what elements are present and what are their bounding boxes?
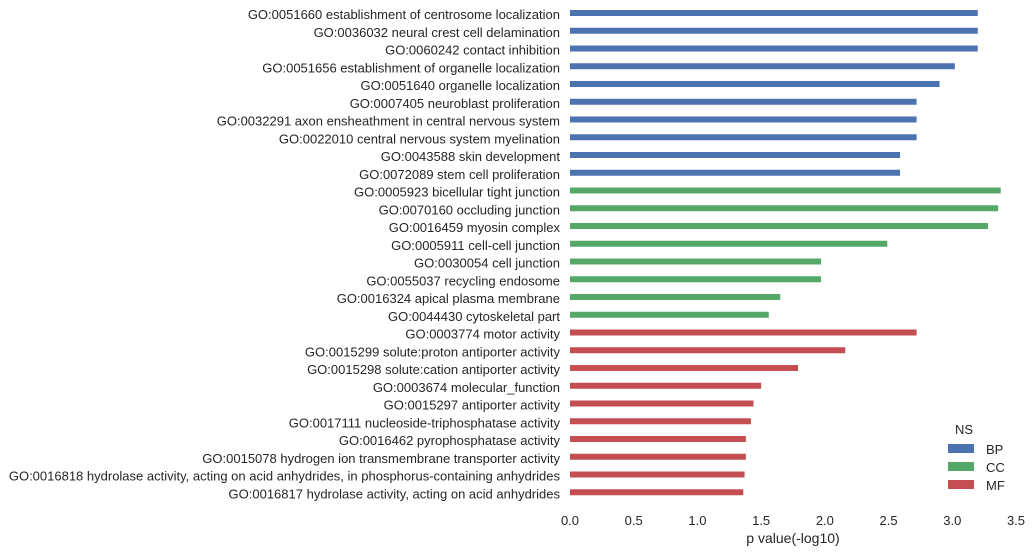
bar-cc (570, 311, 769, 318)
category-label: GO:0051656 establishment of organelle lo… (262, 60, 560, 75)
category-label: GO:0016462 pyrophosphatase activity (339, 433, 561, 448)
bar-bp (570, 81, 940, 87)
bar-mf (570, 329, 917, 336)
bar-mf (570, 347, 846, 354)
legend-title: NS (955, 422, 973, 437)
bar-bp (570, 152, 901, 158)
bar-bp (570, 134, 917, 141)
category-label: GO:0051660 establishment of centrosome l… (248, 7, 560, 22)
bar-cc (570, 205, 999, 212)
legend-swatch-bp (948, 444, 974, 453)
bar-mf (570, 489, 744, 496)
x-tick-label: 3.0 (943, 513, 961, 528)
bar-cc (570, 276, 822, 283)
category-label: GO:0015078 hydrogen ion transmembrane tr… (202, 451, 560, 466)
legend: NS BP CC MF (948, 422, 1005, 493)
bar-bp (570, 98, 917, 105)
category-label: GO:0051640 organelle localization (361, 78, 560, 93)
bars-layer (570, 10, 1001, 496)
category-label: GO:0003774 motor activity (405, 327, 560, 342)
bar-mf (570, 453, 746, 460)
bar-bp (570, 45, 978, 52)
bar-mf (570, 471, 745, 478)
category-label: GO:0015298 solute:cation antiporter acti… (307, 362, 560, 377)
bar-mf (570, 382, 762, 389)
category-label: GO:0015299 solute:proton antiporter acti… (305, 344, 561, 359)
category-label: GO:0022010 central nervous system myelin… (279, 131, 560, 146)
category-label: GO:0016817 hydrolase activity, acting on… (229, 486, 561, 501)
bar-bp (570, 63, 955, 70)
x-tick-label: 0.5 (625, 513, 643, 528)
bar-bp (570, 169, 901, 176)
category-label: GO:0044430 cytoskeletal part (388, 309, 560, 324)
category-label: GO:0005911 cell-cell junction (391, 238, 560, 253)
x-tick-label: 2.5 (880, 513, 898, 528)
category-label: GO:0003674 molecular_function (373, 380, 560, 395)
bar-cc (570, 223, 988, 229)
x-tick-label: 1.5 (752, 513, 770, 528)
x-axis-ticks: 0.0 0.5 1.0 1.5 2.0 2.5 3.0 3.5 (561, 513, 1025, 528)
x-axis-label: p value(-log10) (746, 530, 839, 546)
legend-label-bp: BP (986, 442, 1003, 457)
x-tick-label: 3.5 (1007, 513, 1025, 528)
category-label: GO:0072089 stem cell proliferation (359, 167, 560, 182)
bar-bp (570, 27, 978, 34)
bar-bp (570, 116, 917, 123)
category-label: GO:0030054 cell junction (414, 256, 560, 271)
category-label: GO:0060242 contact inhibition (385, 43, 560, 58)
bar-cc (570, 240, 888, 247)
category-label: GO:0043588 skin development (381, 149, 561, 164)
category-label: GO:0005923 bicellular tight junction (354, 185, 560, 200)
bar-mf (570, 418, 751, 425)
category-labels: GO:0051660 establishment of centrosome l… (9, 7, 561, 501)
category-label: GO:0017111 nucleoside-triphosphatase act… (289, 415, 561, 430)
category-label: GO:0032291 axon ensheathment in central … (217, 114, 560, 129)
category-label: GO:0070160 occluding junction (379, 202, 560, 217)
legend-swatch-cc (948, 462, 974, 471)
x-tick-label: 0.0 (561, 513, 579, 528)
bar-cc (570, 294, 781, 300)
bar-cc (570, 187, 1001, 194)
bar-mf (570, 365, 799, 371)
category-label: GO:0016459 myosin complex (389, 220, 561, 235)
category-label: GO:0016818 hydrolase activity, acting on… (9, 469, 561, 484)
x-tick-label: 1.0 (688, 513, 706, 528)
category-label: GO:0015297 antiporter activity (384, 398, 561, 413)
legend-label-mf: MF (986, 478, 1005, 493)
legend-swatch-mf (948, 480, 974, 489)
x-tick-label: 2.0 (816, 513, 834, 528)
category-label: GO:0055037 recycling endosome (366, 273, 560, 288)
category-label: GO:0007405 neuroblast proliferation (350, 96, 560, 111)
bar-bp (570, 10, 978, 16)
bar-mf (570, 436, 746, 442)
bar-mf (570, 400, 754, 407)
category-label: GO:0016324 apical plasma membrane (337, 291, 560, 306)
bar-cc (570, 258, 822, 265)
legend-label-cc: CC (986, 460, 1005, 475)
category-label: GO:0036032 neural crest cell delaminatio… (314, 25, 560, 40)
